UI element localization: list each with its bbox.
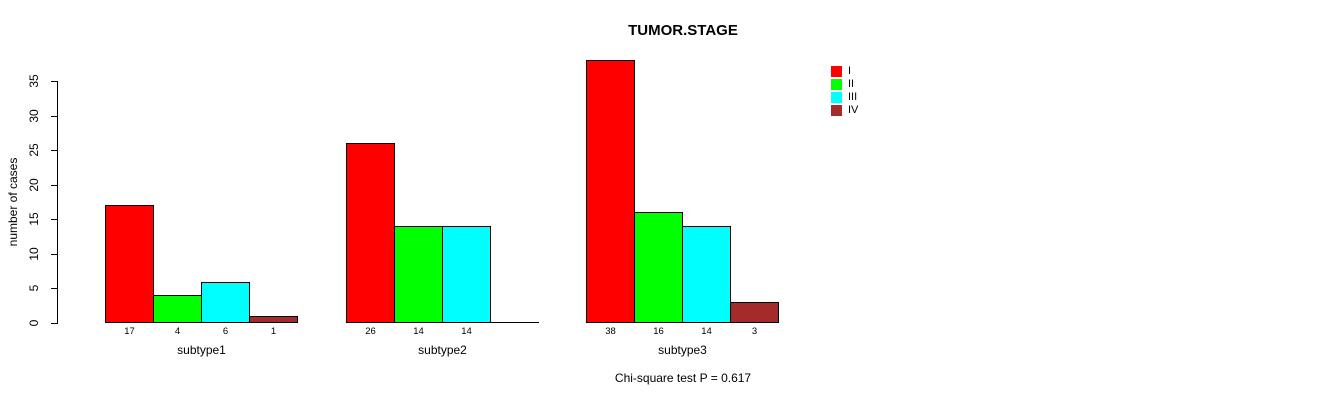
bar-value-label: 17 [124,326,135,337]
bar-subtype3-stage-III [682,226,731,323]
y-axis-tick [51,81,57,82]
legend-swatch-II [831,79,842,90]
bar-value-label: 38 [605,326,616,337]
bar-subtype2-stage-IV-zero [490,322,539,323]
bar-value-label: 3 [751,326,758,337]
bar-subtype1-stage-I [105,205,154,323]
y-axis-tick-label: 30 [27,109,41,123]
y-axis-tick [51,254,57,255]
y-axis-tick-label: 5 [27,284,41,292]
bar-value-label: 14 [461,326,472,337]
bar-value-label: 14 [413,326,424,337]
legend-swatch-IV [831,105,842,116]
bar-value-label: 26 [365,326,376,337]
bar-subtype2-stage-II [394,226,443,323]
y-axis-tick [51,323,57,324]
chart-title: TUMOR.STAGE [628,22,738,39]
y-axis-tick-label: 0 [27,319,41,327]
bar-subtype3-stage-IV [730,302,779,323]
y-axis-label: number of cases [6,157,20,247]
x-group-label-subtype2: subtype2 [418,343,467,357]
y-axis-tick-label: 35 [27,74,41,88]
y-axis-tick [51,288,57,289]
y-axis-tick-label: 10 [27,247,41,261]
legend-label-II: II [848,78,855,90]
x-group-label-subtype1: subtype1 [177,343,226,357]
y-axis-tick [51,116,57,117]
y-axis-tick [51,185,57,186]
bar-subtype3-stage-II [634,212,683,323]
bar-subtype1-stage-IV [249,316,298,323]
bar-subtype3-stage-I [586,60,635,323]
legend-label-IV: IV [848,104,859,116]
y-axis-tick-label: 20 [27,178,41,192]
bar-subtype2-stage-I [346,143,395,323]
x-group-label-subtype3: subtype3 [658,343,707,357]
bar-value-label: 6 [222,326,229,337]
y-axis-tick [51,150,57,151]
stat-test-annotation: Chi-square test P = 0.617 [614,371,752,385]
bar-subtype2-stage-III [442,226,491,323]
legend-swatch-III [831,92,842,103]
y-axis-tick-label: 15 [27,212,41,226]
y-axis-tick [51,219,57,220]
bar-subtype1-stage-II [153,295,202,323]
bar-value-label: 1 [270,326,277,337]
legend-label-I: I [848,65,852,77]
bar-value-label: 14 [701,326,712,337]
bar-subtype1-stage-III [201,282,250,323]
y-axis-line [57,81,58,324]
y-axis-tick-label: 25 [27,143,41,157]
legend-label-III: III [848,91,858,103]
legend-swatch-I [831,66,842,77]
bar-value-label: 16 [653,326,664,337]
bar-value-label: 4 [174,326,181,337]
